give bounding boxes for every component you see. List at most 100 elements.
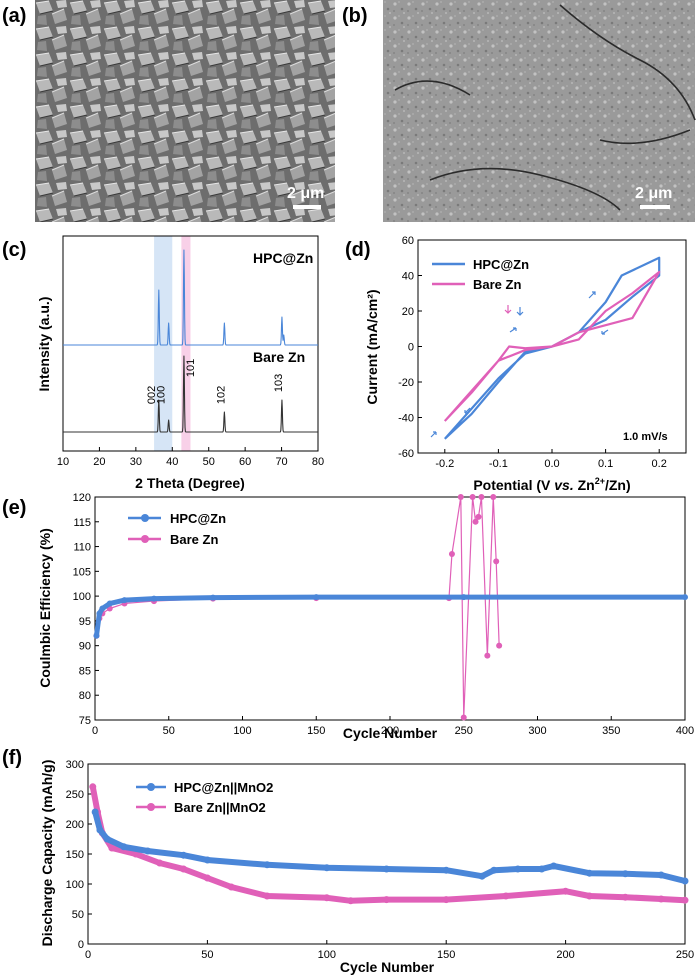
scan-rate-annotation: 1.0 mV/s: [623, 431, 668, 443]
ce-point-hpc-zn: [96, 610, 103, 617]
y-e-tick-label: 90: [79, 641, 91, 653]
x-axis-label-d: Potential (V vs. Zn2+/Zn): [473, 476, 630, 493]
peak-label: 102: [215, 386, 227, 404]
plot-frame-e: [94, 496, 686, 721]
y-e-tick-label: 100: [73, 591, 91, 603]
capacity-hpc-zn-point: [103, 835, 111, 843]
capacity-bare-zn-point: [263, 892, 271, 900]
ce-point-hpc-zn: [93, 632, 100, 639]
y-f-tick-label: 200: [66, 819, 84, 831]
ticks-e: 0 50 100 150 200 250 300 350 400 75 80 85 90 95 100 105…: [73, 492, 695, 737]
ce-point-bare-zn: [460, 714, 467, 721]
highlight-band: [181, 236, 191, 451]
y-axis-label-d: Current (mA/cm²): [364, 289, 380, 404]
capacity-hpc-zn-point: [538, 865, 546, 873]
cv-traces: [443, 256, 661, 440]
scale-bar-label-a: 2 μm: [287, 185, 324, 202]
legend-d: HPC@Zn Bare Zn: [432, 257, 529, 292]
x-e-tick-label: 350: [602, 725, 620, 737]
capacity-hpc-zn-point: [120, 843, 128, 851]
x-f-tick-label: 100: [318, 949, 336, 961]
legend-e: HPC@Zn Bare Zn: [128, 511, 226, 547]
y-d-tick-label: 40: [402, 271, 414, 283]
panel-b: (b) 2 μm: [342, 0, 696, 222]
x-f-tick-label: 150: [437, 949, 455, 961]
x-e-tick-label: 250: [455, 725, 473, 737]
panel-e-label: (e): [2, 497, 26, 519]
ce-point-bare-zn: [472, 518, 479, 525]
capacity-hpc-zn-point: [96, 826, 104, 834]
ce-point-bare-zn: [493, 558, 500, 565]
ce-point-bare-zn: [484, 652, 491, 659]
scale-bar-b: [640, 205, 670, 209]
capacity-hpc-zn-point: [263, 861, 271, 869]
capacity-hpc-zn-point: [478, 872, 486, 880]
capacity-bare-zn-line: [89, 786, 686, 904]
y-e-tick-label: 120: [73, 492, 91, 504]
capacity-hpc-zn-point: [203, 856, 211, 864]
capacity-bare-zn-point: [89, 783, 97, 791]
y-d-tick-label: 60: [402, 235, 414, 247]
x-axis-label-c: 2 Theta (Degree): [135, 475, 245, 491]
legend-f-hpc-zn-mno2: HPC@Zn||MnO2: [174, 780, 273, 795]
panel-c-label: (c): [2, 239, 26, 261]
x-c-tick-label: 30: [130, 456, 142, 468]
ticks-d: -0.2 -0.1 0.0 0.1 0.2 -60 -40 -20 0 20 40 60: [398, 235, 667, 470]
capacity-bare-zn-point: [347, 897, 355, 905]
x-f-tick-label: 0: [85, 949, 91, 961]
y-e-tick-label: 85: [79, 665, 91, 677]
capacity-bare-zn-point: [180, 865, 188, 873]
legend-f: HPC@Zn||MnO2 Bare Zn||MnO2: [136, 780, 273, 815]
x-e-tick-label: 100: [233, 725, 251, 737]
capacity-hpc-zn-point: [585, 869, 593, 877]
capacity-hpc-zn-line: [92, 811, 686, 884]
panel-d-label: (d): [345, 239, 371, 261]
y-e-tick-label: 75: [79, 715, 91, 727]
legend-e-hpc-zn: HPC@Zn: [170, 511, 226, 526]
capacity-hpc-zn-point: [144, 847, 152, 855]
ce-series-bare-zn: [95, 496, 500, 719]
legend-d-bare-zn: Bare Zn: [473, 277, 521, 292]
plot-frame-c: [62, 235, 319, 452]
y-d-tick-label: -60: [398, 448, 414, 460]
capacity-bare-zn-point: [108, 844, 116, 852]
ce-series-hpc-zn: [93, 594, 685, 637]
ce-point-hpc-zn: [99, 605, 106, 612]
capacity-bare-zn-point: [502, 892, 510, 900]
capacity-bare-zn-point: [621, 893, 629, 901]
capacity-hpc-zn-point: [514, 865, 522, 873]
xrd-series-0: [62, 249, 319, 346]
legend-e-bare-zn: Bare Zn: [170, 532, 218, 547]
capacity-bare-zn-point: [585, 892, 593, 900]
capacity-bare-zn-point: [442, 896, 450, 904]
xrd-series-1: [62, 355, 319, 433]
ce-point-hpc-zn: [460, 594, 467, 601]
ce-point-bare-zn: [496, 642, 503, 649]
x-f-tick-label: 50: [201, 949, 213, 961]
peak-label: 103: [273, 374, 285, 392]
capacity-hpc-zn-point: [681, 877, 689, 885]
ce-point-bare-zn: [448, 550, 455, 557]
x-e-tick-label: 0: [92, 725, 98, 737]
panel-f: (f) 0 50 100 150 200 250 0 50 100 150 200 250 300 HP…: [2, 747, 694, 975]
x-e-tick-label: 400: [676, 725, 694, 737]
capacity-bare-zn-point: [681, 896, 689, 904]
capacity-bare-zn-point: [156, 859, 164, 867]
crack-lines: [394, 4, 696, 211]
ce-point-hpc-zn: [106, 600, 113, 607]
y-f-tick-label: 0: [78, 939, 84, 951]
panel-d: (d) -0.2 -0.1 0.0 0.1 0.2 -60 -40 -20 0 20 40 60 HP…: [345, 235, 687, 493]
y-d-tick-label: 20: [402, 306, 414, 318]
y-axis-label-e: Coulmbic Efficiency (%): [37, 528, 53, 687]
ce-point-bare-zn: [457, 494, 464, 500]
capacity-bare-zn-point: [227, 883, 235, 891]
y-axis-label-f: Discharge Capacity (mAh/g): [39, 760, 55, 947]
x-c-tick-label: 20: [93, 456, 105, 468]
x-c-tick-label: 70: [275, 456, 287, 468]
y-e-tick-label: 95: [79, 616, 91, 628]
y-e-tick-label: 105: [73, 566, 91, 578]
peak-label: 002: [146, 386, 158, 404]
panel-b-label: (b): [342, 5, 368, 27]
